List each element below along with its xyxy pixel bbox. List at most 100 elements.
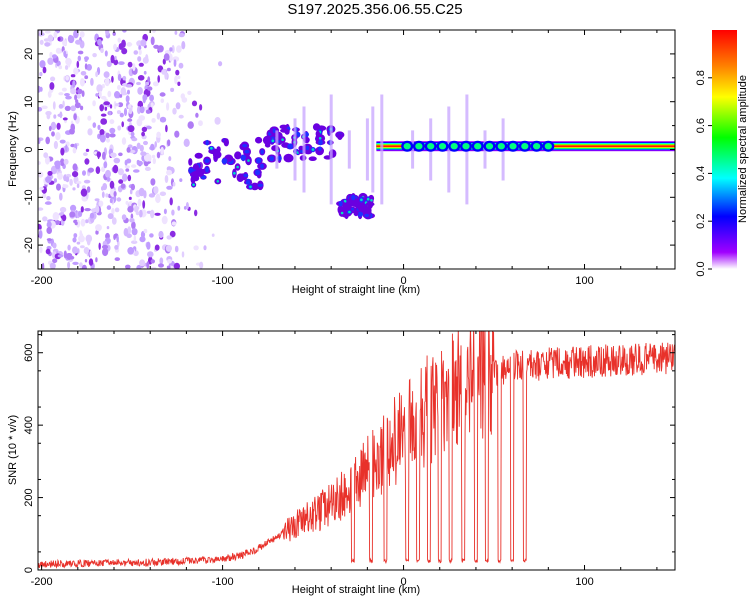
- noise-blob: [116, 110, 121, 115]
- noise-blob: [138, 49, 142, 56]
- noise-blob: [121, 214, 127, 221]
- noise-blob: [124, 159, 128, 166]
- noise-blob: [163, 53, 170, 61]
- noise-blob: [169, 47, 173, 52]
- noise-blob: [58, 65, 63, 70]
- noise-blob: [102, 183, 108, 191]
- noise-blob: [96, 151, 102, 158]
- noise-blob: [121, 137, 127, 145]
- carrier-blob-core: [485, 143, 494, 150]
- noise-blob: [42, 66, 47, 74]
- noise-blob: [53, 140, 59, 150]
- x-tick-label: 0: [400, 576, 406, 588]
- noise-blob: [142, 94, 148, 101]
- blob-peak: [366, 197, 370, 201]
- noise-blob: [139, 144, 144, 152]
- noise-blob: [76, 93, 81, 99]
- noise-blob: [130, 213, 134, 220]
- noise-blob: [136, 142, 141, 149]
- noise-blob: [144, 166, 151, 171]
- noise-blob: [87, 128, 93, 136]
- noise-blob: [117, 168, 124, 176]
- noise-blob: [63, 50, 67, 57]
- blob-core: [364, 213, 370, 218]
- noise-blob: [127, 89, 130, 95]
- noise-blob: [73, 67, 79, 75]
- noise-blob: [156, 151, 161, 159]
- noise-blob: [131, 240, 138, 244]
- noise-blob: [178, 33, 185, 38]
- noise-blob: [166, 102, 170, 111]
- noise-blob: [45, 176, 52, 184]
- blob: [264, 142, 271, 148]
- noise-blob: [155, 195, 161, 204]
- noise-blob: [129, 217, 135, 223]
- noise-blob: [97, 124, 101, 130]
- streak: [380, 94, 384, 205]
- blob-core: [240, 154, 247, 161]
- noise-blob: [153, 186, 159, 195]
- noise-blob: [57, 37, 61, 41]
- noise-blob: [73, 233, 78, 238]
- noise-blob: [119, 94, 123, 98]
- noise-blob: [218, 61, 223, 67]
- noise-blob: [45, 111, 52, 116]
- noise-blob: [74, 94, 78, 101]
- noise-blob: [89, 212, 95, 219]
- noise-blob: [211, 233, 215, 237]
- noise-blob: [146, 261, 150, 269]
- noise-blob: [174, 130, 180, 138]
- noise-blob: [44, 156, 50, 165]
- noise-blob: [65, 144, 68, 152]
- colorbar-tick-label: 0.8: [695, 70, 707, 85]
- noise-blob: [58, 92, 64, 96]
- x-tick-label: 100: [575, 275, 593, 287]
- carrier-blobs: [401, 140, 555, 152]
- noise-blob: [158, 263, 164, 268]
- noise-blob: [195, 112, 199, 118]
- noise-blob: [113, 43, 117, 51]
- noise-blob: [142, 200, 146, 209]
- noise-blob: [143, 70, 147, 75]
- noise-blob: [152, 30, 156, 33]
- noise-blob: [110, 152, 117, 158]
- noise-blob: [70, 74, 76, 78]
- noise-blob: [63, 158, 69, 165]
- noise-blob: [166, 235, 172, 240]
- blob-core: [287, 143, 294, 150]
- noise-blob: [52, 101, 56, 110]
- noise-blob: [38, 107, 43, 112]
- noise-blob: [125, 95, 130, 103]
- noise-blob: [65, 95, 72, 100]
- blob: [194, 152, 203, 159]
- noise-blob: [136, 264, 142, 269]
- noise-blob: [41, 262, 45, 269]
- noise-blob: [93, 151, 98, 155]
- blob-peak: [247, 159, 250, 162]
- noise-blob: [114, 207, 120, 213]
- noise-blob: [89, 250, 93, 257]
- noise-blob: [112, 31, 116, 36]
- blob-peak: [210, 146, 213, 150]
- streak: [447, 106, 451, 193]
- noise-blob: [87, 167, 94, 173]
- noise-blob: [127, 118, 133, 122]
- blob-core: [260, 149, 265, 155]
- carrier-blob-core: [438, 143, 447, 150]
- blob-peak: [236, 165, 239, 169]
- blob-core: [305, 145, 310, 151]
- blob: [188, 158, 193, 166]
- streak: [293, 118, 297, 181]
- noise-blob: [174, 30, 178, 35]
- noise-blob: [104, 106, 108, 111]
- blob: [365, 202, 375, 207]
- noise-blob: [67, 59, 71, 68]
- blob-peak: [281, 138, 284, 141]
- noise-blob: [77, 88, 83, 95]
- y-tick-label: 600: [23, 344, 35, 362]
- noise-blob: [59, 139, 66, 144]
- noise-blob: [95, 93, 99, 97]
- noise-blob: [72, 171, 79, 178]
- blob-core: [256, 157, 262, 164]
- blob-core: [260, 163, 264, 169]
